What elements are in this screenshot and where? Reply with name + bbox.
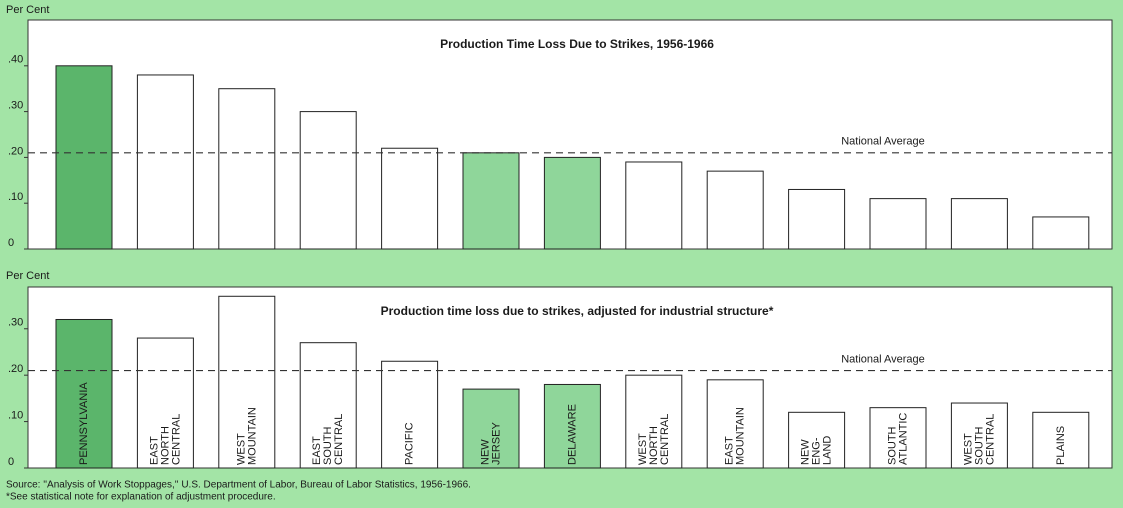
x-tick-label: PENNSYLVANIA — [78, 382, 90, 465]
label-line: EAST — [148, 436, 160, 465]
y-axis-label: Per Cent — [6, 4, 49, 16]
y-tick-label: .20 — [8, 363, 23, 375]
bar — [299, 111, 357, 250]
bar — [706, 170, 764, 250]
bar — [1032, 411, 1090, 469]
label-line: MOUNTAIN — [735, 407, 747, 465]
x-tick-label: NEWENG-LAND — [800, 436, 834, 465]
y-axis-label: Per Cent — [6, 270, 49, 282]
label-line: CENTRAL — [659, 414, 671, 465]
source-note: Source: ''Analysis of Work Stoppages,'' … — [6, 480, 471, 491]
y-tick-label: .30 — [8, 100, 23, 112]
bar — [1032, 216, 1090, 250]
bar — [55, 65, 113, 250]
bar — [543, 156, 601, 250]
label-line: ENG- — [811, 437, 823, 465]
y-tick-label: .30 — [8, 317, 23, 329]
label-line: PLAINS — [1055, 426, 1067, 465]
x-tick-label: PACIFIC — [404, 422, 416, 465]
label-line: NEW — [479, 439, 491, 465]
x-tick-label: NEWJERSEY — [479, 422, 502, 465]
chart-title: Production time loss due to strikes, adj… — [381, 304, 774, 318]
bar — [136, 337, 194, 469]
label-line: NEW — [800, 439, 812, 465]
label-line: PACIFIC — [404, 422, 416, 465]
label-line: EAST — [311, 436, 323, 465]
bar — [869, 407, 927, 469]
label-line: LAND — [822, 436, 834, 465]
bar — [625, 374, 683, 469]
reference-label: National Average — [841, 136, 925, 148]
x-tick-label: DELAWARE — [566, 404, 578, 465]
y-tick-label: .40 — [8, 54, 23, 66]
label-line: MOUNTAIN — [246, 407, 258, 465]
chart-title: Production Time Loss Due to Strikes, 195… — [440, 37, 714, 51]
bar — [218, 295, 276, 469]
y-tick-label: .10 — [8, 191, 23, 203]
x-tick-label: EASTMOUNTAIN — [724, 407, 747, 465]
bar — [543, 383, 601, 469]
label-line: EAST — [724, 436, 736, 465]
bar — [381, 360, 439, 469]
label-line: SOUTH — [322, 426, 334, 465]
x-tick-label: WESTNORTHCENTRAL — [637, 414, 671, 465]
label-line: NORTH — [648, 426, 660, 465]
label-line: CENTRAL — [170, 414, 182, 465]
bar — [788, 411, 846, 469]
bar — [706, 379, 764, 469]
x-tick-label: EASTNORTHCENTRAL — [148, 414, 182, 465]
y-tick-label: 0 — [8, 237, 14, 249]
reference-label: National Average — [841, 353, 925, 365]
label-line: WEST — [962, 433, 974, 465]
label-line: CENTRAL — [333, 414, 345, 465]
bar — [55, 318, 113, 469]
bar — [136, 74, 194, 250]
label-line: JERSEY — [490, 422, 502, 465]
x-tick-label: PLAINS — [1055, 426, 1067, 465]
footnote: *See statistical note for explanation of… — [6, 492, 276, 503]
bar — [462, 152, 520, 250]
bar — [788, 188, 846, 250]
y-tick-label: 0 — [8, 456, 14, 468]
bar — [299, 342, 357, 469]
label-line: SOUTH — [973, 426, 985, 465]
x-tick-label: EASTSOUTHCENTRAL — [311, 414, 345, 465]
bar — [869, 198, 927, 250]
bar — [625, 161, 683, 250]
label-line: SOUTH — [886, 426, 898, 465]
label-line: PENNSYLVANIA — [78, 382, 90, 465]
label-line: NORTH — [159, 426, 171, 465]
bar — [950, 198, 1008, 250]
x-tick-label: WESTSOUTHCENTRAL — [962, 414, 996, 465]
label-line: WEST — [637, 433, 649, 465]
label-line: DELAWARE — [566, 404, 578, 465]
label-line: WEST — [235, 433, 247, 465]
bar — [950, 402, 1008, 469]
y-tick-label: .10 — [8, 409, 23, 421]
label-line: CENTRAL — [984, 414, 996, 465]
label-line: ATLANTIC — [897, 413, 909, 465]
bar — [462, 388, 520, 469]
x-tick-label: WESTMOUNTAIN — [235, 407, 258, 465]
y-tick-label: .20 — [8, 145, 23, 157]
bar — [218, 88, 276, 250]
x-tick-label: SOUTHATLANTIC — [886, 413, 909, 465]
bar — [381, 147, 439, 250]
